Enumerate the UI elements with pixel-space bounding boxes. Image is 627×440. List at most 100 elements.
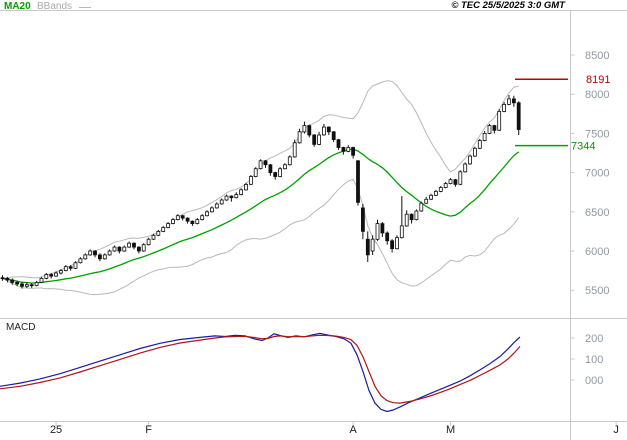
candle-body (122, 246, 127, 252)
macd-tick-label: 200 (585, 333, 603, 345)
candle-body (214, 203, 219, 209)
candle-body (151, 234, 156, 240)
candle-body (117, 246, 122, 252)
month-label: A (349, 424, 357, 436)
candle-body (468, 155, 472, 165)
candle-body (268, 164, 273, 174)
candle-body (59, 270, 63, 274)
candle-body (0, 277, 5, 280)
candle-body (512, 98, 516, 104)
candle-body (156, 230, 161, 236)
candle-body (209, 207, 214, 213)
candle-body (463, 163, 468, 173)
candle-body (448, 179, 453, 184)
candle-body (492, 125, 497, 131)
candle-body (88, 250, 93, 256)
candle-body (180, 215, 185, 219)
candle-body (195, 219, 200, 224)
candle-body (127, 242, 131, 248)
candle-body (472, 147, 477, 157)
candle-body (326, 126, 331, 133)
price-tick-label: 7000 (585, 168, 609, 180)
candle-body (516, 102, 521, 130)
macd-panel-label: MACD (6, 322, 36, 333)
candle-body (283, 164, 287, 170)
candle-body (24, 284, 29, 287)
candle-body (107, 250, 112, 256)
month-label: 25 (50, 424, 62, 436)
candle-body (29, 284, 34, 287)
candle-body (73, 262, 78, 269)
candle-body (190, 220, 195, 224)
candle-body (351, 147, 356, 156)
candle-body (375, 223, 380, 240)
candle-body (487, 125, 492, 134)
candle-body (341, 147, 346, 152)
candle-body (15, 281, 20, 285)
bbands-legend-line-icon (79, 7, 91, 8)
candle-body (360, 207, 365, 232)
candle-body (365, 238, 370, 256)
candle-body (171, 219, 175, 224)
candle-body (224, 195, 229, 201)
candle-body (395, 237, 399, 250)
candle-body (200, 215, 205, 220)
bbands-legend-label: BBands (37, 1, 73, 12)
candle-body (307, 125, 312, 136)
marker-value-label: 8191 (586, 74, 610, 86)
candle-body (336, 139, 341, 148)
price-tick-label: 5500 (585, 285, 609, 297)
candle-body (321, 126, 326, 136)
marker-value-label: 7344 (571, 141, 595, 153)
ma20-legend-label: MA20 (4, 1, 31, 12)
candle-body (390, 240, 395, 250)
candle-body (399, 225, 404, 239)
candle-body (166, 223, 171, 228)
candle-body (10, 279, 15, 283)
price-tick-label: 8000 (585, 89, 609, 101)
candle-body (49, 274, 54, 277)
candle-body (482, 132, 487, 141)
candle-body (424, 198, 429, 204)
candle-body (98, 254, 102, 260)
candle-body (438, 187, 443, 192)
candle-body (132, 242, 136, 248)
candle-body (229, 195, 234, 199)
candle-body (34, 281, 39, 286)
candle-body (185, 217, 190, 222)
candle-body (380, 223, 385, 234)
candle-body (175, 215, 180, 220)
candle-body (414, 210, 419, 221)
candle-body (404, 213, 409, 227)
bollinger-lower-band (2, 178, 520, 296)
candle-body (273, 172, 278, 177)
candle-body (458, 171, 463, 185)
candle-body (93, 250, 97, 256)
candle-body (244, 183, 248, 191)
price-tick-label: 8500 (585, 50, 609, 62)
candle-body (102, 254, 107, 260)
candle-body (453, 179, 458, 185)
candle-body (317, 134, 322, 145)
candle-body (331, 131, 336, 141)
candle-body (443, 183, 448, 188)
price-tick-label: 7500 (585, 128, 609, 140)
candle-body (263, 160, 268, 166)
candle-body (370, 238, 375, 252)
month-label: F (145, 424, 152, 436)
candle-body (502, 104, 507, 112)
copyright-text: © TEC 25/5/2025 3:0 GMT (451, 0, 565, 11)
candle-body (44, 274, 49, 279)
candle-body (239, 189, 244, 195)
candle-body (477, 140, 482, 149)
price-tick-label: 6500 (585, 207, 609, 219)
candle-body (356, 160, 360, 203)
candle-body (258, 160, 263, 170)
candle-body (248, 176, 253, 185)
candle-body (112, 246, 117, 252)
month-label: M (446, 424, 455, 436)
candle-body (409, 213, 414, 221)
macd-line (0, 332, 521, 413)
